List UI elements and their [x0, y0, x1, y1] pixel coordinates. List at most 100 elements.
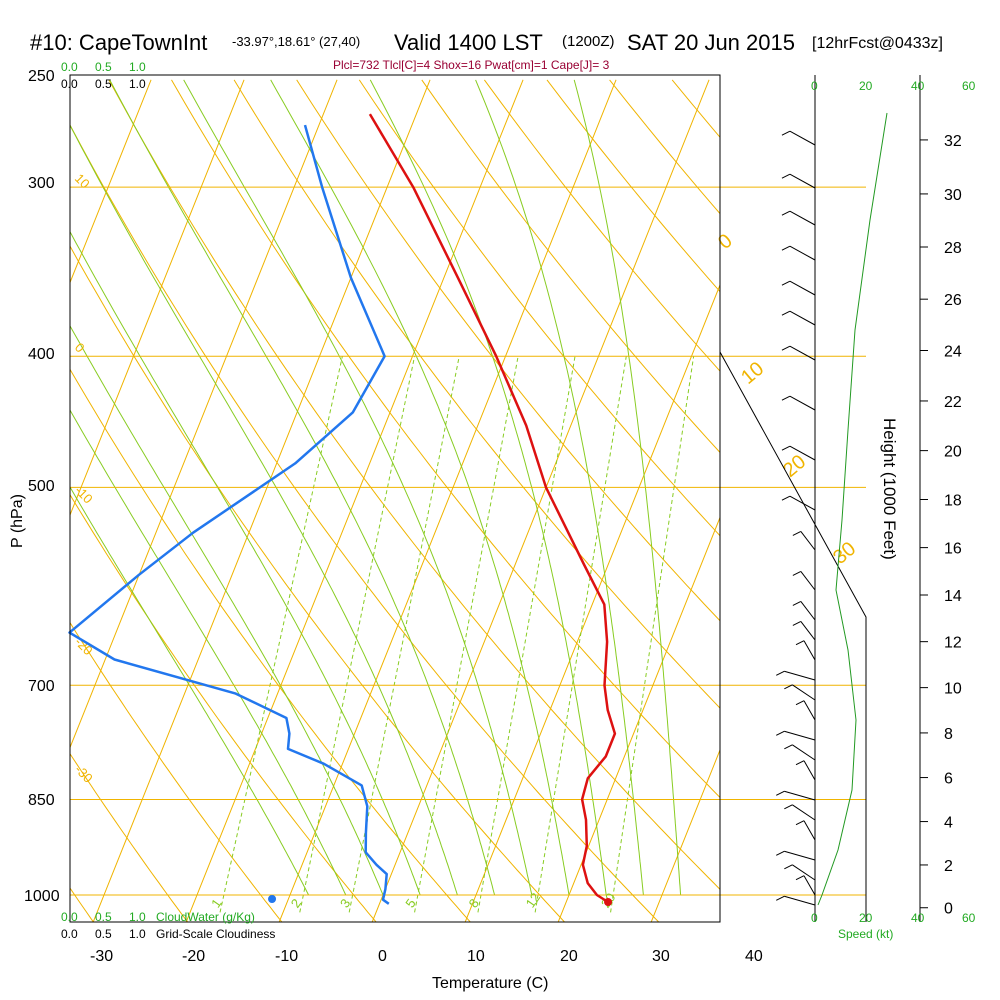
dry-adiabat-290 [70, 245, 566, 922]
isotherm--30 [92, 79, 431, 922]
temperature-line [368, 113, 617, 904]
pressure-tick-850: 850 [28, 792, 55, 809]
wind-barb-flag-11 [792, 571, 802, 576]
height-tick-10: 10 [944, 681, 962, 698]
mixing-ratio-label-3: 3 [337, 896, 353, 911]
cloud-bottom-black-05: 0.5 [95, 927, 112, 941]
wind-barb-shaft-24 [784, 850, 816, 861]
isotherm--20 [185, 79, 524, 922]
wind-barb-shaft-20 [803, 760, 816, 781]
isotherm-50 [837, 80, 1000, 924]
title-date: SAT 20 Jun 2015 [627, 30, 795, 55]
isotherm-10 [464, 283, 720, 922]
wind-barb-flag-17 [795, 700, 805, 706]
wind-barb-shaft-18 [784, 730, 816, 741]
height-tick-18: 18 [944, 493, 962, 510]
wind-barb-flag-6 [781, 345, 791, 351]
mixing-ratio-1 [219, 356, 343, 913]
wind-barb-shaft-6 [789, 345, 816, 361]
isotherm-20 [557, 516, 720, 922]
surface-temperature-point [604, 898, 613, 907]
temp-tick-minus20: -20 [182, 948, 205, 965]
cloud-top-black-05: 0.5 [95, 77, 112, 91]
wind-barb-shaft-9 [789, 495, 816, 511]
dry-adiabat-300 [70, 124, 660, 922]
moist-adiabat-20 [270, 79, 570, 896]
mixing-ratio-label-8: 8 [466, 896, 482, 911]
cloudiness-label: Grid-Scale Cloudiness [156, 927, 275, 941]
height-tick-24: 24 [944, 343, 962, 360]
wind-barb-shaft-5 [789, 310, 816, 326]
height-tick-8: 8 [944, 726, 953, 743]
dry-adiabat-250 [70, 752, 189, 922]
wind-barb-flag-14 [795, 640, 805, 646]
moist-adiabat-24 [369, 79, 607, 896]
params-line: Plcl=732 Tlcl[C]=4 Shox=16 Pwat[cm]=1 Ca… [333, 58, 610, 72]
temp-tick-40: 40 [745, 948, 763, 965]
wind-barb-shaft-19 [792, 744, 816, 761]
ws-bottom-0: 0 [811, 911, 818, 925]
dry-adiabat-260 [70, 621, 283, 922]
cloud-bottom-green-0: 0.0 [61, 910, 78, 924]
wind-barb-flag-7 [781, 395, 791, 401]
adiabat-label-30: 30 [829, 538, 860, 569]
clipped-grid [70, 79, 1000, 924]
pressure-tick-500: 500 [28, 478, 55, 495]
wind-barb-shaft-27 [784, 895, 816, 906]
cloud-legend-bottom: 0.0 0.5 1.0 CloudWater (g/Kg) 0.0 0.5 1.… [61, 910, 275, 941]
cloud-top-green-0: 0.0 [61, 60, 78, 74]
dry-adiabat-380 [546, 79, 720, 293]
surface-dewpoint-point [268, 895, 277, 904]
mixing-ratio-label-1: 1 [208, 896, 224, 911]
cloud-legend-top: 0.0 0.5 1.0 0.0 0.5 1.0 [61, 60, 146, 91]
cloud-bottom-green-05: 0.5 [95, 910, 112, 924]
height-tick-0: 0 [944, 901, 953, 918]
wind-barb-flag-10 [792, 531, 802, 536]
title-forecast: [12hrFcst@0433z] [812, 35, 943, 52]
moist-adiabat-12 [109, 79, 496, 896]
height-tick-30: 30 [944, 187, 962, 204]
grid-layer [70, 79, 1000, 924]
wind-barb-flag-0 [781, 130, 791, 136]
cloud-top-green-05: 0.5 [95, 60, 112, 74]
dry-adiabat-270 [70, 493, 377, 922]
wind-barb-flag-20 [795, 760, 805, 766]
cloud-bottom-green-1: 1.0 [129, 910, 146, 924]
height-axis-label: Height (1000 Feet) [880, 418, 899, 560]
mixing-ratio-8 [477, 356, 576, 913]
wind-speed-axis-top: 0 20 40 60 [811, 79, 976, 93]
cloud-water-label: CloudWater (g/Kg) [156, 910, 255, 924]
wind-barb-flag-26 [795, 875, 805, 881]
plot-right-boundary [719, 351, 867, 922]
title-valid: Valid 1400 LST [394, 30, 543, 55]
plot-frame [69, 74, 721, 923]
height-tick-4: 4 [944, 815, 953, 832]
pressure-tick-700: 700 [28, 678, 55, 695]
wind-barb-flag-4 [781, 280, 791, 286]
wind-barb-flag-13 [792, 621, 802, 626]
mixing-ratio-5 [414, 356, 519, 913]
pressure-tick-300: 300 [28, 175, 55, 192]
temp-tick-0: 0 [378, 948, 387, 965]
mixing-ratio-label-2: 2 [288, 896, 304, 911]
wind-barb-flag-15 [776, 670, 785, 676]
wind-barb-shaft-17 [803, 700, 816, 721]
wind-barb-shaft-22 [792, 804, 816, 821]
wind-barb-shaft-12 [800, 601, 816, 621]
height-tick-28: 28 [944, 240, 962, 257]
wind-barb-flag-24 [776, 850, 785, 856]
ws-bottom-20: 20 [859, 911, 873, 925]
wind-barb-shaft-8 [789, 445, 816, 461]
pressure-ticks: 250 300 400 500 P (hPa) 700 850 1000 [9, 68, 60, 905]
wind-barb-flag-27 [776, 895, 785, 901]
wind-barb-shaft-13 [800, 621, 816, 641]
wind-barb-shaft-3 [789, 245, 816, 261]
height-axis: Height (1000 Feet) 024681012141618202224… [880, 75, 962, 922]
isotherm--60 [70, 79, 152, 284]
wind-barb-flag-8 [781, 445, 791, 451]
ws-top-40: 40 [911, 79, 925, 93]
mixing-ratio-20 [610, 356, 695, 913]
height-tick-12: 12 [944, 635, 962, 652]
wind-barb-shaft-16 [792, 684, 816, 701]
